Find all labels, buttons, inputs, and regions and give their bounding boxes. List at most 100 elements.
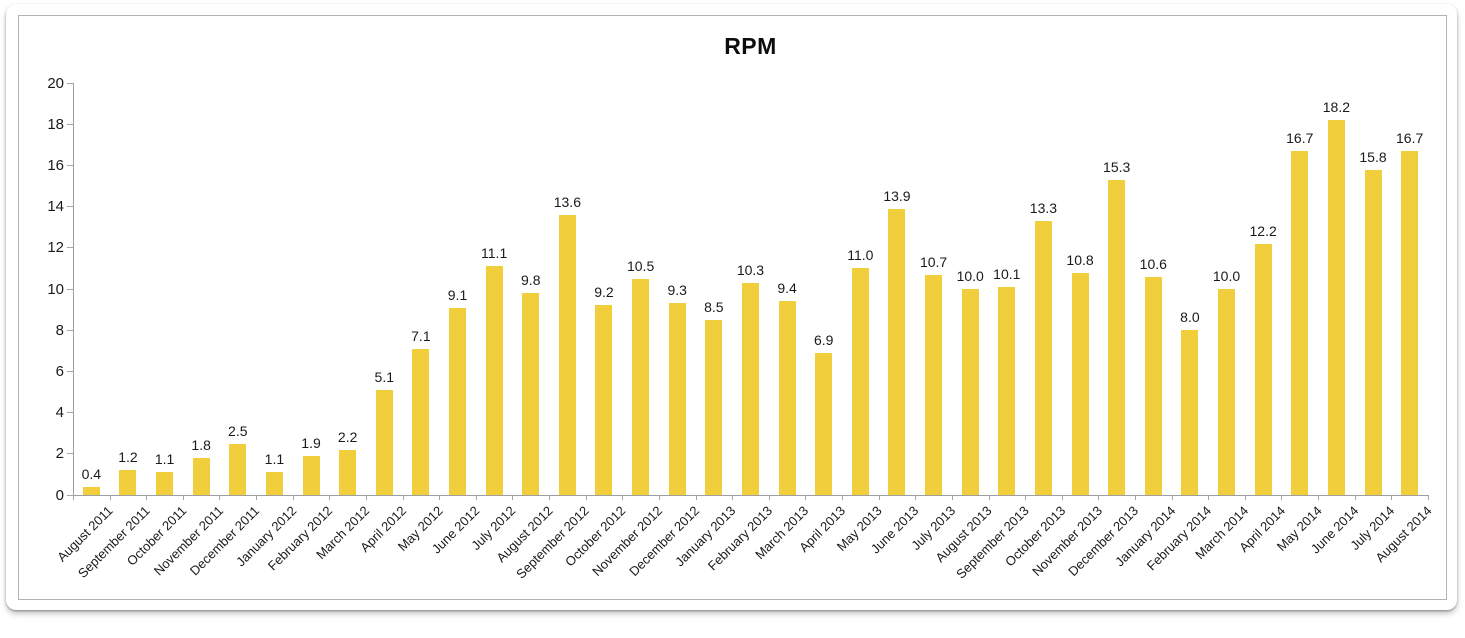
y-axis-tick-label: 12 [47, 239, 64, 257]
bar [192, 457, 210, 495]
bar [1364, 169, 1382, 495]
x-axis-tick [1318, 495, 1320, 500]
bar [888, 208, 906, 495]
y-axis-tick-label: 20 [47, 74, 64, 92]
bar [449, 307, 466, 495]
y-axis-tick [67, 412, 73, 414]
bar [851, 268, 869, 495]
bar [815, 352, 833, 495]
bar-value-label: 15.3 [1103, 158, 1131, 175]
bar [485, 266, 503, 495]
bar [1254, 243, 1272, 495]
bar-value-label: 16.7 [1396, 129, 1424, 146]
bar [1401, 150, 1419, 495]
bar-value-label: 6.9 [813, 331, 834, 348]
bar [1034, 221, 1052, 495]
bar [156, 472, 174, 495]
bar-value-label: 5.1 [374, 368, 394, 385]
x-axis-tick [1427, 495, 1429, 500]
bar [375, 389, 393, 495]
bar-value-label: 10.1 [993, 265, 1021, 282]
x-axis-tick [988, 495, 990, 500]
x-axis-tick [951, 495, 953, 500]
x-axis-tick [329, 495, 331, 500]
x-axis-tick [1171, 495, 1173, 500]
bar [925, 274, 943, 495]
x-axis-tick [695, 495, 697, 500]
x-axis-tick [1391, 495, 1393, 500]
x-axis-tick [622, 495, 624, 500]
x-axis-tick [182, 495, 184, 500]
bar-value-label: 9.1 [447, 286, 468, 303]
y-axis-tick-label: 0 [55, 486, 64, 504]
x-axis-tick [109, 495, 111, 500]
bar-value-label: 16.7 [1286, 129, 1314, 146]
y-axis-tick-label: 2 [55, 445, 64, 463]
x-axis-tick [915, 495, 917, 500]
y-axis-tick-label: 14 [47, 198, 64, 216]
x-axis-tick [805, 495, 807, 500]
bar [1327, 120, 1345, 495]
bar [522, 293, 540, 495]
x-axis-tick [73, 495, 74, 500]
x-axis-tick [768, 495, 770, 500]
y-axis-tick-label: 16 [47, 156, 64, 174]
bar-value-label: 9.4 [777, 280, 797, 297]
x-axis-tick [1208, 495, 1210, 500]
x-axis-tick [219, 495, 221, 500]
x-axis-tick [842, 495, 844, 500]
x-axis-tick [732, 495, 734, 500]
bar [1144, 276, 1162, 495]
bar [741, 282, 759, 495]
y-axis-tick-label: 4 [55, 404, 64, 422]
bar-value-label: 13.6 [553, 193, 581, 210]
y-axis-line [72, 83, 74, 495]
bar [668, 303, 686, 495]
bar [705, 319, 723, 495]
bar-value-label: 11.1 [481, 245, 508, 262]
bar-value-label: 7.1 [411, 327, 431, 344]
bar-value-label: 0.4 [81, 465, 102, 482]
bar-value-label: 1.8 [191, 436, 211, 453]
x-axis-tick [365, 495, 367, 500]
y-axis-tick [67, 494, 73, 496]
bar-value-label: 10.7 [919, 253, 948, 270]
x-axis-tick [512, 495, 514, 500]
y-axis-tick [67, 453, 73, 455]
x-axis-tick [256, 495, 258, 500]
x-axis-tick [475, 495, 477, 500]
bar [1291, 150, 1309, 495]
bar-value-label: 2.2 [337, 428, 358, 445]
x-axis-tick [878, 495, 880, 500]
x-axis-tick [1354, 495, 1356, 500]
x-axis-tick [402, 495, 404, 500]
bar [302, 455, 320, 495]
y-axis-tick [67, 123, 73, 125]
bar [1108, 179, 1126, 495]
x-axis-tick [1025, 495, 1027, 500]
bar-value-label: 2.5 [228, 422, 248, 439]
y-axis-tick [67, 206, 73, 208]
bar-value-label: 13.9 [883, 187, 911, 204]
bar-value-label: 10.0 [956, 268, 984, 284]
bar [412, 348, 430, 495]
y-axis-tick [67, 288, 73, 290]
bar-value-label: 18.2 [1322, 99, 1350, 116]
bar [1071, 272, 1089, 495]
bar [998, 286, 1016, 495]
y-axis-tick-label: 8 [55, 321, 64, 339]
y-axis-tick-label: 18 [47, 115, 64, 133]
x-axis-tick [292, 495, 294, 500]
y-axis-tick-label: 10 [47, 280, 64, 298]
bar-value-label: 10.8 [1066, 251, 1094, 268]
chart-frame [18, 15, 1447, 600]
x-axis-tick [585, 495, 587, 500]
bar-value-label: 9.8 [521, 272, 541, 289]
bar [229, 443, 247, 495]
x-axis-tick [658, 495, 660, 500]
bar-value-label: 12.2 [1249, 222, 1277, 239]
x-axis-tick [439, 495, 441, 500]
chart-title: RPM [724, 33, 777, 59]
y-axis-tick-label: 6 [55, 362, 64, 380]
